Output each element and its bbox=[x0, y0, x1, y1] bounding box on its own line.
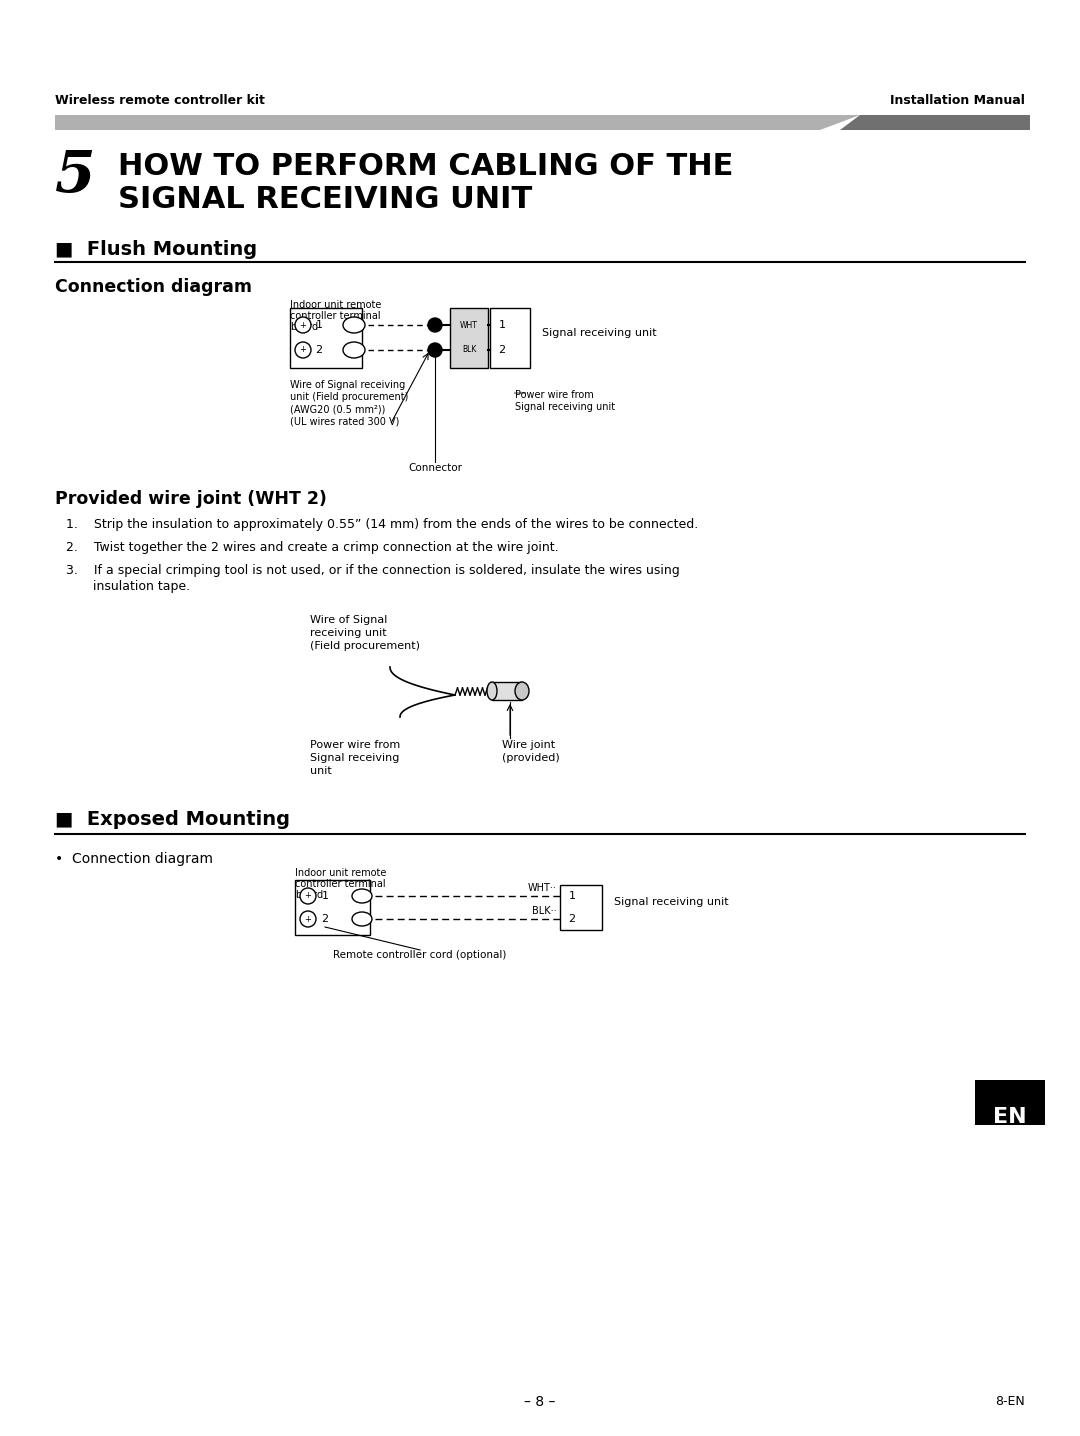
Text: unit (Field procurement): unit (Field procurement) bbox=[291, 392, 408, 402]
Text: WHT: WHT bbox=[460, 320, 478, 329]
Text: 2: 2 bbox=[315, 345, 323, 355]
Text: Provided wire joint (WHT 2): Provided wire joint (WHT 2) bbox=[55, 490, 327, 508]
Text: BLK: BLK bbox=[462, 346, 476, 355]
Text: Signal receiving: Signal receiving bbox=[310, 752, 400, 763]
Text: Power wire from: Power wire from bbox=[515, 391, 594, 401]
Bar bbox=[291, 307, 362, 368]
Text: Indoor unit remote: Indoor unit remote bbox=[295, 867, 387, 877]
Bar bbox=[561, 885, 602, 931]
Text: SIGNAL RECEIVING UNIT: SIGNAL RECEIVING UNIT bbox=[118, 185, 532, 214]
Text: – 8 –: – 8 – bbox=[524, 1394, 556, 1409]
Bar bbox=[492, 682, 522, 699]
Text: Power wire from: Power wire from bbox=[310, 740, 401, 750]
Text: 3.    If a special crimping tool is not used, or if the connection is soldered, : 3. If a special crimping tool is not use… bbox=[66, 564, 679, 577]
Text: 1: 1 bbox=[315, 320, 323, 330]
Text: insulation tape.: insulation tape. bbox=[93, 580, 190, 593]
Text: BLK··: BLK·· bbox=[532, 906, 557, 916]
Circle shape bbox=[300, 910, 316, 928]
Text: 5: 5 bbox=[55, 148, 96, 204]
Bar bbox=[450, 307, 488, 368]
Text: 1.    Strip the insulation to approximately 0.55” (14 mm) from the ends of the w: 1. Strip the insulation to approximately… bbox=[66, 518, 699, 531]
Bar bbox=[975, 1080, 1045, 1124]
Text: receiving unit: receiving unit bbox=[310, 628, 387, 638]
Text: 1: 1 bbox=[322, 890, 328, 900]
Text: 2: 2 bbox=[499, 345, 505, 355]
Text: EN: EN bbox=[994, 1107, 1027, 1127]
Text: 2: 2 bbox=[322, 913, 328, 923]
Circle shape bbox=[428, 343, 442, 358]
Text: Signal receiving unit: Signal receiving unit bbox=[615, 898, 729, 908]
Text: Connector: Connector bbox=[408, 462, 462, 472]
Text: (AWG20 (0.5 mm²)): (AWG20 (0.5 mm²)) bbox=[291, 404, 386, 414]
Text: +: + bbox=[305, 915, 311, 923]
Ellipse shape bbox=[487, 682, 497, 699]
Ellipse shape bbox=[352, 889, 372, 903]
Text: +: + bbox=[305, 892, 311, 900]
Bar bbox=[490, 307, 530, 368]
Circle shape bbox=[300, 887, 316, 905]
Text: Signal receiving unit: Signal receiving unit bbox=[542, 327, 657, 337]
Text: ■  Flush Mounting: ■ Flush Mounting bbox=[55, 240, 257, 258]
Text: 2.    Twist together the 2 wires and create a crimp connection at the wire joint: 2. Twist together the 2 wires and create… bbox=[66, 541, 558, 554]
Text: board: board bbox=[295, 890, 323, 900]
Text: 8-EN: 8-EN bbox=[996, 1394, 1025, 1409]
Circle shape bbox=[295, 342, 311, 358]
Text: (provided): (provided) bbox=[502, 752, 559, 763]
Text: 2: 2 bbox=[568, 913, 576, 923]
Ellipse shape bbox=[343, 317, 365, 333]
Ellipse shape bbox=[343, 342, 365, 358]
Text: unit: unit bbox=[310, 765, 332, 775]
Text: Indoor unit remote: Indoor unit remote bbox=[291, 300, 381, 310]
Bar bbox=[295, 880, 370, 935]
Text: controller terminal: controller terminal bbox=[295, 879, 386, 889]
Text: (Field procurement): (Field procurement) bbox=[310, 640, 420, 651]
Text: Connection diagram: Connection diagram bbox=[55, 279, 252, 296]
Text: 1: 1 bbox=[499, 320, 505, 330]
Text: Wire of Signal: Wire of Signal bbox=[310, 615, 388, 625]
Circle shape bbox=[428, 317, 442, 332]
Text: +: + bbox=[299, 346, 307, 355]
Text: Wire of Signal receiving: Wire of Signal receiving bbox=[291, 381, 405, 391]
Polygon shape bbox=[55, 115, 860, 131]
Text: +: + bbox=[299, 320, 307, 329]
Text: HOW TO PERFORM CABLING OF THE: HOW TO PERFORM CABLING OF THE bbox=[118, 152, 733, 181]
Text: Wireless remote controller kit: Wireless remote controller kit bbox=[55, 93, 265, 108]
Text: controller terminal: controller terminal bbox=[291, 312, 380, 322]
Text: (UL wires rated 300 V): (UL wires rated 300 V) bbox=[291, 416, 400, 426]
Text: ■  Exposed Mounting: ■ Exposed Mounting bbox=[55, 810, 291, 829]
Circle shape bbox=[295, 317, 311, 333]
Text: 1: 1 bbox=[568, 890, 576, 900]
Text: •  Connection diagram: • Connection diagram bbox=[55, 852, 213, 866]
Text: Signal receiving unit: Signal receiving unit bbox=[515, 402, 616, 412]
Text: Remote controller cord (optional): Remote controller cord (optional) bbox=[334, 951, 507, 961]
Polygon shape bbox=[840, 115, 1030, 131]
Text: Installation Manual: Installation Manual bbox=[890, 93, 1025, 108]
Text: WHT··: WHT·· bbox=[528, 883, 557, 893]
Ellipse shape bbox=[515, 682, 529, 699]
Text: Wire joint: Wire joint bbox=[502, 740, 555, 750]
Ellipse shape bbox=[352, 912, 372, 926]
Text: board: board bbox=[291, 322, 319, 332]
